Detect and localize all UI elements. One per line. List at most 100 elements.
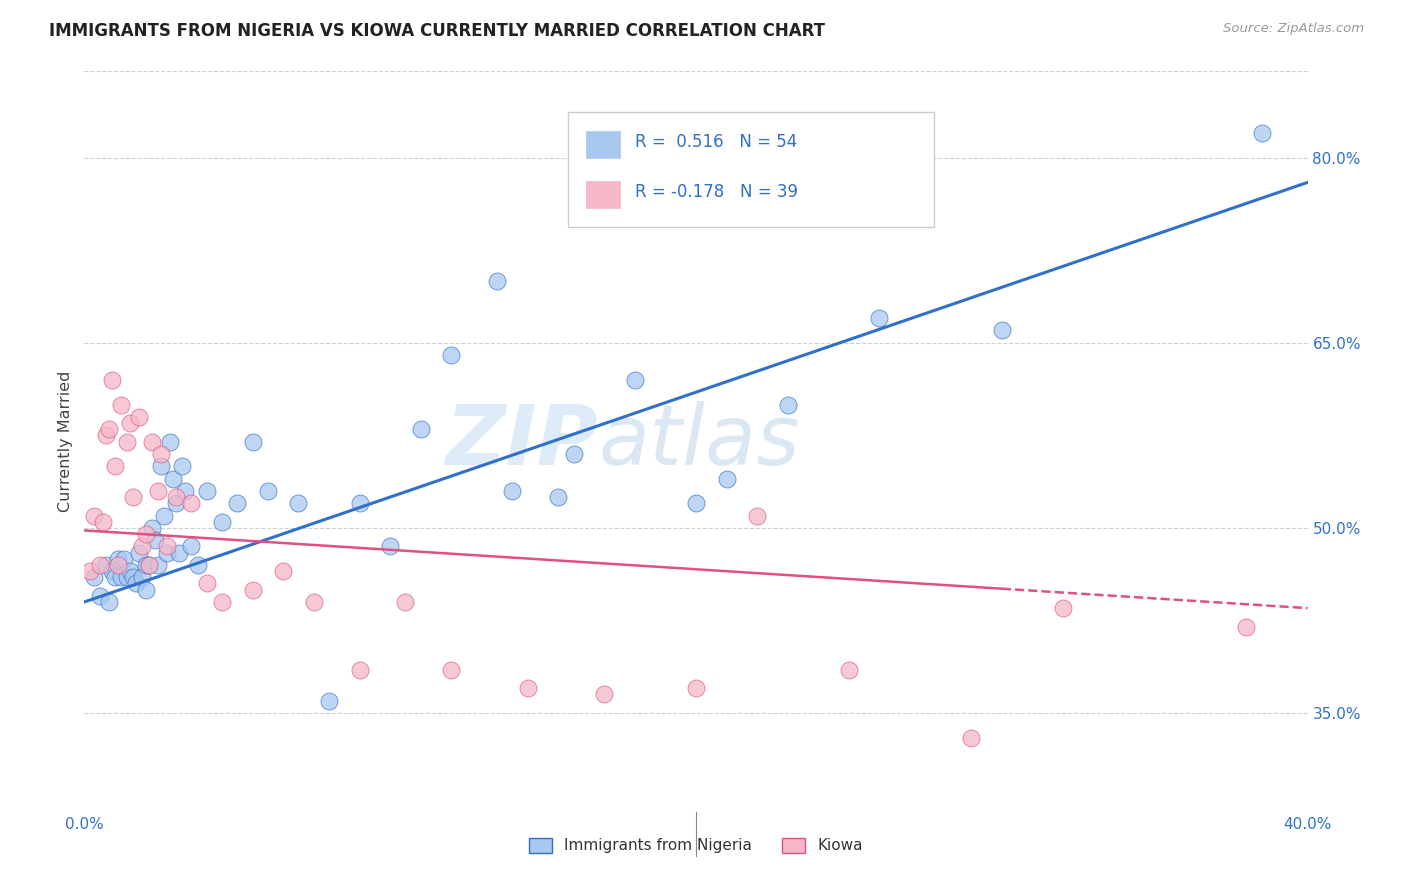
Point [131,540,153,554]
Point [128,546,150,560]
Point [685,496,707,510]
Point [128,409,150,424]
Point [91,515,114,529]
Point [89,558,111,572]
Point [143,533,166,548]
Point [776,398,799,412]
Point [349,496,371,510]
Point [349,663,371,677]
Point [486,274,509,288]
Point [112,551,135,566]
Point [107,558,129,572]
Point [125,576,148,591]
Point [271,564,294,578]
Point [101,373,124,387]
Point [120,416,142,430]
Point [149,459,172,474]
Point [195,576,218,591]
Point [156,540,179,554]
Point [318,694,340,708]
Point [211,515,233,529]
Point [89,589,111,603]
Point [302,595,325,609]
Point [110,570,132,584]
Point [624,373,647,387]
Point [138,558,160,572]
Point [122,490,145,504]
Legend: Immigrants from Nigeria, Kiowa: Immigrants from Nigeria, Kiowa [523,831,869,860]
Point [440,348,463,362]
Text: atlas: atlas [598,401,800,482]
Point [101,564,124,578]
Point [242,582,264,597]
Point [146,483,169,498]
Point [107,551,129,566]
Text: R =  0.516   N = 54: R = 0.516 N = 54 [636,133,797,151]
Text: R = -0.178   N = 39: R = -0.178 N = 39 [636,183,797,201]
Point [195,483,218,498]
Point [180,496,202,510]
Text: ZIP: ZIP [446,401,598,482]
Point [562,447,585,461]
Point [991,324,1014,338]
Y-axis label: Currently Married: Currently Married [58,371,73,512]
Point [838,663,860,677]
Point [156,546,179,560]
Point [747,508,769,523]
Point [165,496,187,510]
Point [115,570,138,584]
Point [94,428,117,442]
Point [104,459,127,474]
Point [97,422,120,436]
Point [1250,126,1272,140]
Text: IMMIGRANTS FROM NIGERIA VS KIOWA CURRENTLY MARRIED CORRELATION CHART: IMMIGRANTS FROM NIGERIA VS KIOWA CURRENT… [49,22,825,40]
Point [516,681,538,696]
Point [146,558,169,572]
Bar [586,181,620,209]
Point [716,471,738,485]
FancyBboxPatch shape [568,112,935,227]
Point [960,731,983,745]
Point [547,490,569,504]
Point [159,434,181,449]
Point [869,311,891,326]
Point [685,681,707,696]
Point [83,508,105,523]
Point [287,496,309,510]
Point [502,483,524,498]
Point [167,546,190,560]
Point [409,422,432,436]
Point [97,595,120,609]
Point [115,434,138,449]
Point [149,447,172,461]
Point [242,434,264,449]
Point [141,521,163,535]
Point [138,558,160,572]
Point [131,570,153,584]
Point [257,483,280,498]
Point [174,483,197,498]
Point [79,564,101,578]
Point [110,398,132,412]
Point [162,471,184,485]
Point [153,508,176,523]
Point [135,582,157,597]
Point [120,564,142,578]
Point [593,688,616,702]
Point [1052,601,1074,615]
Point [226,496,249,510]
Point [172,459,194,474]
Point [135,527,157,541]
Point [122,570,145,584]
Text: Source: ZipAtlas.com: Source: ZipAtlas.com [1223,22,1364,36]
Point [1236,619,1258,633]
Point [186,558,208,572]
Bar [586,131,620,158]
Point [440,663,463,677]
Point [94,558,117,572]
Point [141,434,163,449]
Point [104,570,127,584]
Point [180,540,202,554]
Point [83,570,105,584]
Point [135,558,157,572]
